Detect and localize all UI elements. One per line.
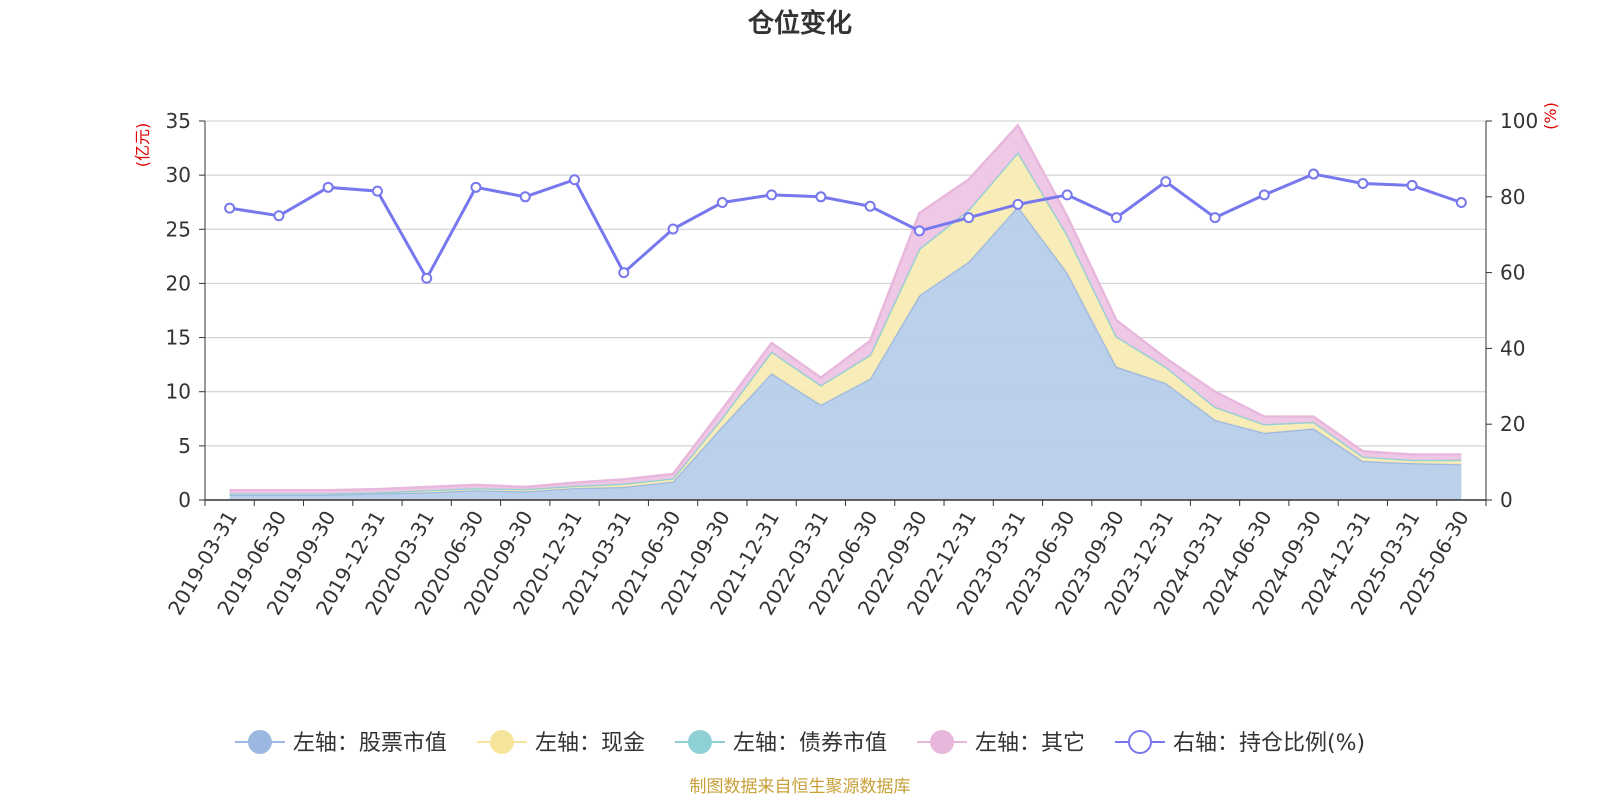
right-axis-tick-label: 20 [1500,412,1525,436]
ratio-point [273,210,285,222]
right-axis-tick-label: 0 [1500,488,1513,512]
ratio-point [1357,178,1369,190]
ratio-point [1406,179,1418,191]
left-axis-tick-label: 25 [166,217,191,241]
right-axis-tick-label: 100 [1500,109,1538,133]
left-axis-tick-label: 5 [178,434,191,458]
ratio-point [224,202,236,214]
ratio-point [618,267,630,279]
ratio-line-series [224,168,1467,284]
legend-symbol-circle [247,730,272,754]
ratio-point [1012,198,1024,210]
ratio-point [1061,189,1073,201]
ratio-point [1455,196,1467,208]
legend-label: 左轴：债券市值 [733,731,887,756]
ratio-point [815,191,827,203]
ratio-point [519,191,531,203]
left-axis-tick-label: 30 [166,163,191,187]
legend-symbol-circle [489,730,514,754]
right-axis-unit: (%) [1541,102,1560,130]
legend-symbol-circle [687,730,712,754]
left-axis-tick-label: 0 [178,488,191,512]
right-axis-tick-label: 40 [1500,336,1525,360]
legend-label: 右轴：持仓比例(%) [1173,731,1365,756]
area-series-0 [229,206,1462,500]
left-axis-tick-label: 10 [166,380,191,404]
ratio-point [1110,212,1122,224]
right-axis-tick-label: 60 [1500,261,1525,285]
right-axis-tick-label: 80 [1500,185,1525,209]
legend-label: 左轴：现金 [535,731,645,756]
left-axis-tick-label: 15 [166,326,191,350]
left-axis-tick-label: 35 [166,109,191,133]
ratio-point [470,181,482,193]
area-series-edge-3 [229,123,1462,492]
ratio-point [667,223,679,235]
ratio-point [322,181,334,193]
ratio-line [229,172,1462,282]
legend-label: 左轴：股票市值 [293,731,447,756]
area-series [229,123,1462,500]
ratio-point [569,174,581,186]
legend-symbol-circle [929,730,954,754]
ratio-point [1308,168,1320,180]
left-axis-tick-label: 20 [166,271,191,295]
grid [205,120,1486,447]
legend-label: 左轴：其它 [975,731,1085,756]
ratio-point [864,200,876,212]
data-source-note: 制图数据来自恒生聚源数据库 [690,777,911,797]
ratio-point [766,189,778,201]
left-axis-unit: (亿元) [133,123,152,168]
legend-symbol-hollow-circle [1127,730,1152,754]
ratio-point [716,196,728,208]
ratio-point [913,225,925,237]
ratio-point [421,272,433,284]
ratio-point [963,212,975,224]
ratio-point [1209,212,1221,224]
legend: 左轴：股票市值 左轴：现金 左轴：债券市值 左轴：其它 右轴：持仓比例(%) [234,730,1365,756]
ratio-point [1160,176,1172,188]
ratio-point [1258,189,1270,201]
ratio-point [371,185,383,197]
chart-title: 仓位变化 [747,8,852,39]
